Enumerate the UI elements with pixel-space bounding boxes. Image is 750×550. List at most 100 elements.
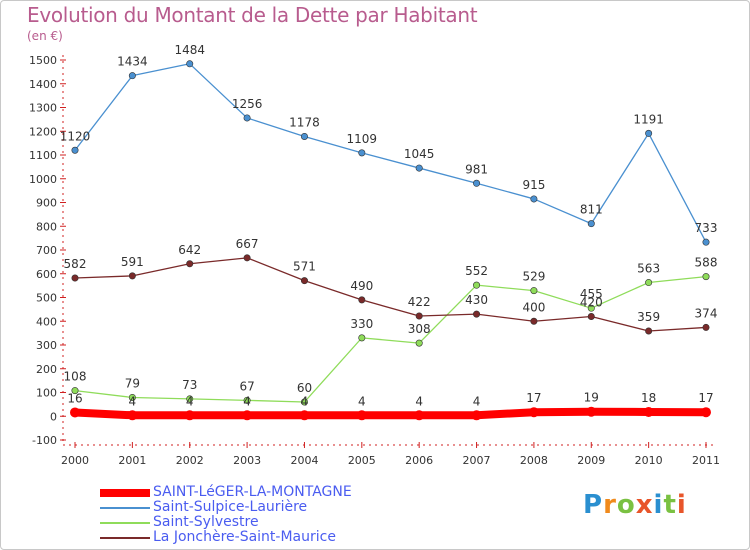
y-tick-label: 700 bbox=[36, 244, 57, 257]
data-point-1 bbox=[530, 195, 538, 203]
data-label-3: 420 bbox=[580, 296, 603, 310]
data-label-2: 552 bbox=[465, 264, 488, 278]
data-label-2: 563 bbox=[637, 262, 660, 276]
x-tick-label: 2007 bbox=[463, 454, 491, 467]
y-tick-label: 1000 bbox=[29, 173, 57, 186]
legend-label: Saint-Sylvestre bbox=[153, 514, 259, 530]
series-line-3 bbox=[74, 257, 707, 332]
data-point-0 bbox=[471, 410, 482, 421]
data-label-1: 915 bbox=[522, 178, 545, 192]
chart-title: Evolution du Montant de la Dette par Hab… bbox=[27, 3, 478, 27]
legend-swatch bbox=[100, 489, 150, 497]
data-label-3: 400 bbox=[522, 300, 545, 314]
data-label-0: 4 bbox=[243, 394, 251, 408]
data-label-1: 1120 bbox=[60, 129, 91, 143]
logo-letter: i bbox=[676, 490, 687, 520]
data-label-0: 16 bbox=[67, 391, 82, 405]
data-point-3 bbox=[186, 260, 194, 268]
data-point-2 bbox=[300, 398, 308, 406]
data-point-3 bbox=[128, 272, 136, 280]
series-line-0 bbox=[71, 407, 710, 420]
data-point-1 bbox=[128, 72, 136, 80]
y-tick-label: 1300 bbox=[29, 102, 57, 115]
data-point-1 bbox=[71, 146, 79, 154]
data-label-0: 4 bbox=[415, 394, 423, 408]
data-point-2 bbox=[71, 387, 79, 395]
data-label-0: 4 bbox=[186, 394, 194, 408]
logo-letter: P bbox=[583, 490, 604, 520]
data-label-1: 1178 bbox=[289, 115, 320, 129]
y-tick-label: 900 bbox=[36, 197, 57, 210]
y-tick-label: 0 bbox=[50, 410, 57, 423]
data-label-0: 17 bbox=[526, 391, 541, 405]
y-tick-label: 800 bbox=[36, 220, 57, 233]
data-point-0 bbox=[586, 406, 597, 417]
data-label-1: 1045 bbox=[404, 147, 435, 161]
data-point-0 bbox=[184, 410, 195, 421]
data-point-1 bbox=[358, 149, 366, 157]
data-point-1 bbox=[243, 114, 251, 122]
logo-letter: t bbox=[663, 490, 677, 520]
data-label-2: 588 bbox=[695, 256, 718, 270]
data-label-1: 1484 bbox=[174, 43, 205, 57]
data-label-2: 529 bbox=[522, 270, 545, 284]
data-label-3: 430 bbox=[465, 293, 488, 307]
x-tick-label: 2010 bbox=[635, 454, 663, 467]
data-label-3: 490 bbox=[350, 279, 373, 293]
data-point-1 bbox=[186, 60, 194, 68]
legend-label: La Jonchère-Saint-Maurice bbox=[153, 529, 336, 545]
series-line-1 bbox=[74, 63, 707, 243]
y-tick-label: 1100 bbox=[29, 149, 57, 162]
data-label-3: 582 bbox=[64, 257, 87, 271]
y-tick-label: 1500 bbox=[29, 54, 57, 67]
data-point-1 bbox=[587, 220, 595, 228]
data-point-0 bbox=[70, 407, 80, 418]
proxiti-logo: Proxiti bbox=[583, 490, 687, 520]
data-point-1 bbox=[300, 132, 308, 140]
legend-label: SAINT-LéGER-LA-MONTAGNE bbox=[153, 484, 352, 500]
data-label-2: 79 bbox=[125, 376, 140, 390]
data-label-3: 667 bbox=[236, 237, 259, 251]
data-label-0: 4 bbox=[129, 394, 137, 408]
y-tick-label: 100 bbox=[36, 387, 57, 400]
data-label-2: 73 bbox=[182, 378, 197, 392]
legend-swatch bbox=[100, 537, 150, 539]
data-label-0: 17 bbox=[698, 391, 713, 405]
data-label-0: 18 bbox=[641, 391, 656, 405]
data-label-3: 422 bbox=[408, 295, 431, 309]
data-point-0 bbox=[701, 407, 711, 418]
x-tick-label: 2004 bbox=[290, 454, 318, 467]
data-point-2 bbox=[186, 395, 194, 403]
data-point-3 bbox=[530, 317, 538, 325]
y-tick-label: 500 bbox=[36, 292, 57, 305]
y-tick-label: 1200 bbox=[29, 125, 57, 138]
chart-subtitle: (en €) bbox=[27, 29, 63, 43]
data-label-2: 308 bbox=[408, 322, 431, 336]
data-point-3 bbox=[645, 327, 653, 335]
data-label-1: 1109 bbox=[347, 132, 378, 146]
data-point-1 bbox=[702, 238, 710, 246]
legend-swatch bbox=[100, 507, 150, 509]
x-tick-label: 2001 bbox=[118, 454, 146, 467]
data-point-2 bbox=[415, 339, 423, 347]
data-label-0: 4 bbox=[358, 394, 366, 408]
data-point-0 bbox=[127, 410, 138, 421]
x-tick-label: 2011 bbox=[692, 454, 720, 467]
data-point-0 bbox=[643, 406, 654, 417]
data-point-0 bbox=[528, 407, 539, 418]
data-point-2 bbox=[243, 396, 251, 404]
logo-letter: r bbox=[603, 490, 617, 520]
data-point-0 bbox=[242, 410, 253, 421]
data-point-3 bbox=[702, 323, 710, 331]
data-label-1: 981 bbox=[465, 162, 488, 176]
data-label-3: 591 bbox=[121, 255, 144, 269]
data-point-2 bbox=[473, 281, 481, 289]
data-label-1: 1256 bbox=[232, 97, 263, 111]
data-point-2 bbox=[358, 334, 366, 342]
data-label-1: 1191 bbox=[633, 112, 664, 126]
data-point-1 bbox=[645, 129, 653, 137]
data-label-2: 330 bbox=[350, 317, 373, 331]
data-point-2 bbox=[645, 279, 653, 287]
data-label-1: 811 bbox=[580, 203, 603, 217]
logo-letter: x bbox=[635, 490, 654, 520]
